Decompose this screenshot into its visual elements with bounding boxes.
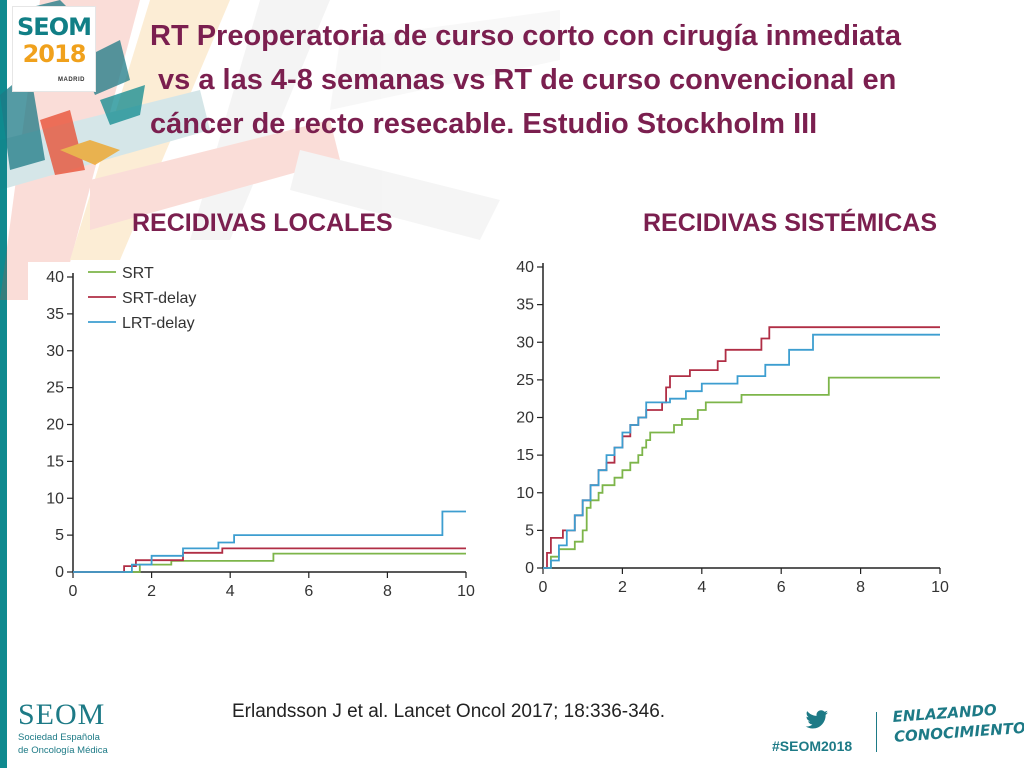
twitter-bird-icon <box>805 710 828 729</box>
footer-seom-name: SEOM <box>18 698 106 731</box>
x-tick-label: 6 <box>304 583 313 600</box>
footer-sub-line-1: Sociedad Española <box>18 732 100 743</box>
legend-label: LRT-delay <box>122 315 195 332</box>
x-tick-label: 4 <box>697 579 706 596</box>
series-line-srt <box>543 376 940 569</box>
y-tick-label: 25 <box>516 372 534 389</box>
y-tick-label: 40 <box>516 259 534 276</box>
y-tick-label: 35 <box>516 297 534 314</box>
x-tick-label: 2 <box>147 583 156 600</box>
series-line-lrt-delay <box>543 333 940 569</box>
x-tick-label: 4 <box>226 583 235 600</box>
series-line-srt-delay <box>73 547 466 573</box>
slogan: ENLAZANDO CONOCIMIENTO <box>892 698 1024 747</box>
title-line-1: RT Preoperatoria de curso corto con ciru… <box>150 20 901 52</box>
y-tick-label: 15 <box>46 453 64 470</box>
y-tick-label: 30 <box>516 334 534 351</box>
y-tick-label: 25 <box>46 380 64 397</box>
logo-name: SEOM <box>17 13 92 41</box>
y-tick-label: 5 <box>525 522 534 539</box>
y-tick-label: 20 <box>516 410 534 427</box>
series-line-srt-delay <box>543 326 940 569</box>
y-tick-label: 10 <box>516 485 534 502</box>
footer-divider <box>876 712 877 752</box>
series-line-srt <box>73 552 466 573</box>
title-line-2: vs a las 4-8 semanas vs RT de curso conv… <box>150 64 897 96</box>
y-tick-label: 35 <box>46 306 64 323</box>
seom-2018-logo: SEOM 2018 MADRID <box>12 6 96 92</box>
y-tick-label: 20 <box>46 417 64 434</box>
heading-systemic-recurrence: RECIDIVAS SISTÉMICAS <box>643 209 938 237</box>
x-tick-label: 6 <box>777 579 786 596</box>
chart-local-recurrence: 0 5 10 15 20 25 30 35 40 0 2 4 6 8 10 SRT SRT-delay LRT-d… <box>28 262 488 607</box>
title-line-3: cáncer de recto resecable. Estudio Stock… <box>150 108 818 140</box>
x-tick-label: 10 <box>931 579 949 596</box>
chart-background <box>28 262 488 607</box>
y-tick-label: 40 <box>46 269 64 286</box>
logo-city: MADRID <box>58 77 85 83</box>
hashtag: #SEOM2018 <box>772 738 853 754</box>
x-tick-label: 8 <box>856 579 865 596</box>
seom-footer-logo: SEOM Sociedad Española de Oncología Médi… <box>18 698 108 757</box>
legend-label: SRT-delay <box>122 290 196 307</box>
x-tick-label: 0 <box>69 583 78 600</box>
x-tick-label: 0 <box>539 579 548 596</box>
y-tick-label: 0 <box>525 560 534 577</box>
x-tick-label: 8 <box>383 583 392 600</box>
slide-title: RT Preoperatoria de curso corto con ciru… <box>150 14 1000 146</box>
series-line-lrt-delay <box>73 510 466 573</box>
y-tick-label: 30 <box>46 343 64 360</box>
y-tick-label: 5 <box>55 527 64 544</box>
x-tick-label: 2 <box>618 579 627 596</box>
y-tick-label: 15 <box>516 447 534 464</box>
legend-label: SRT <box>122 265 154 282</box>
y-tick-label: 0 <box>55 564 64 581</box>
left-accent-bar <box>0 0 7 768</box>
logo-year: 2018 <box>22 40 87 68</box>
chart-systemic-recurrence: 0 5 10 15 20 25 30 35 40 0 2 4 6 8 10 <box>516 259 949 596</box>
citation: Erlandsson J et al. Lancet Oncol 2017; 1… <box>232 701 666 722</box>
y-tick-label: 10 <box>46 490 64 507</box>
x-tick-label: 10 <box>457 583 475 600</box>
footer-sub-line-2: de Oncología Médica <box>18 745 108 756</box>
heading-local-recurrence: RECIDIVAS LOCALES <box>132 209 393 237</box>
